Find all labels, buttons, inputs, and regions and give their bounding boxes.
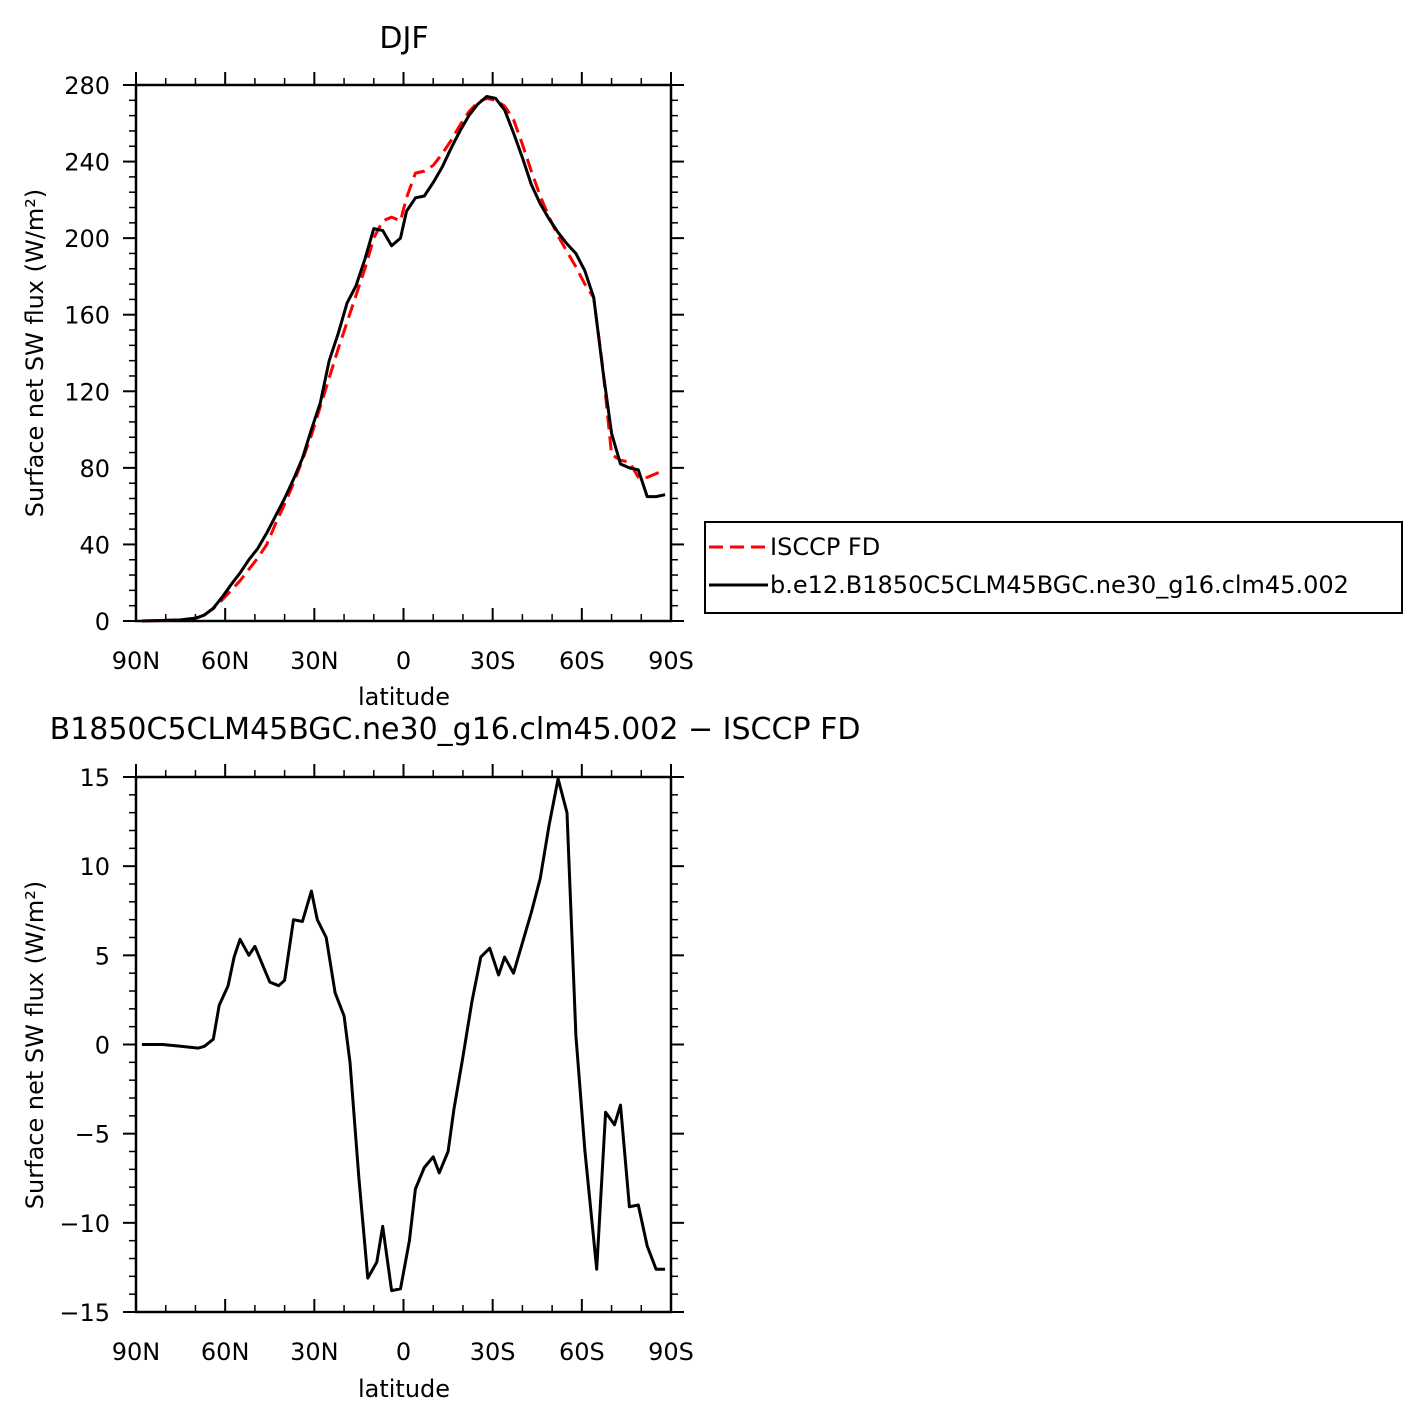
plot-frame [134,83,673,623]
x-tick-label: 60S [559,647,605,675]
x-tick-label: 30S [470,1338,516,1366]
legend-label-model: b.e12.B1850C5CLM45BGC.ne30_g16.clm45.002 [770,571,1349,599]
y-tick-label: 5 [95,942,110,970]
y-tick-label: 10 [79,853,110,881]
y-tick-label: 80 [79,455,110,483]
y-tick-label: 160 [64,302,110,330]
x-axis-tick-labels: 90N 60N 30N 0 30S 60S 90S [112,647,694,675]
x-tick-label: 0 [396,647,411,675]
x-tick-label: 0 [396,1338,411,1366]
chart-title: DJF [379,21,428,56]
y-tick-label: 200 [64,225,110,253]
x-axis-title: latitude [358,683,450,711]
axis-ticks [123,764,684,1313]
x-tick-label: 30N [290,1338,339,1366]
legend-label-isccp: ISCCP FD [770,533,880,561]
y-tick-label: 120 [64,378,110,406]
series-line-model [141,95,666,623]
axis-ticks [123,72,684,622]
x-tick-label: 60N [201,647,250,675]
x-tick-label: 30N [290,647,339,675]
y-tick-label: 0 [95,608,110,636]
x-tick-label: 90S [648,647,694,675]
x-tick-label: 60S [559,1338,605,1366]
x-tick-label: 60N [201,1338,250,1366]
y-tick-label: 240 [64,149,110,177]
y-tick-label: −5 [75,1121,110,1149]
y-axis-title: Surface net SW flux (W/m²) [21,189,49,517]
zonal-mean-panel: DJF 90N 60N 30N 0 30S 60S 90S 0 40 80 120 160 200 24… [21,21,694,711]
y-tick-label: 0 [95,1032,110,1060]
x-tick-label: 90N [112,1338,161,1366]
plot-frame [134,775,673,1314]
x-axis-title: latitude [358,1375,450,1403]
y-tick-label: −10 [59,1210,110,1238]
legend-box [704,521,1403,614]
y-axis-tick-labels: 0 40 80 120 160 200 240 280 [64,72,110,636]
legend: ISCCP FD b.e12.B1850C5CLM45BGC.ne30_g16.… [704,521,1403,614]
series-line-isccp [141,96,666,623]
difference-line [141,777,666,1293]
y-tick-label: −15 [59,1299,110,1327]
x-tick-label: 90N [112,647,161,675]
series-lines [141,777,666,1293]
x-axis-tick-labels: 90N 60N 30N 0 30S 60S 90S [112,1338,694,1366]
difference-panel: B1850C5CLM45BGC.ne30_g16.clm45.002 − ISC… [21,712,860,1403]
chart-title: B1850C5CLM45BGC.ne30_g16.clm45.002 − ISC… [50,712,861,747]
x-tick-label: 90S [648,1338,694,1366]
y-axis-tick-labels: −15 −10 −5 0 5 10 15 [59,764,110,1327]
y-tick-label: 40 [79,531,110,559]
y-tick-label: 15 [79,764,110,792]
x-tick-label: 30S [470,647,516,675]
y-tick-label: 280 [64,72,110,100]
y-axis-title: Surface net SW flux (W/m²) [21,881,49,1209]
series-lines [141,95,666,623]
